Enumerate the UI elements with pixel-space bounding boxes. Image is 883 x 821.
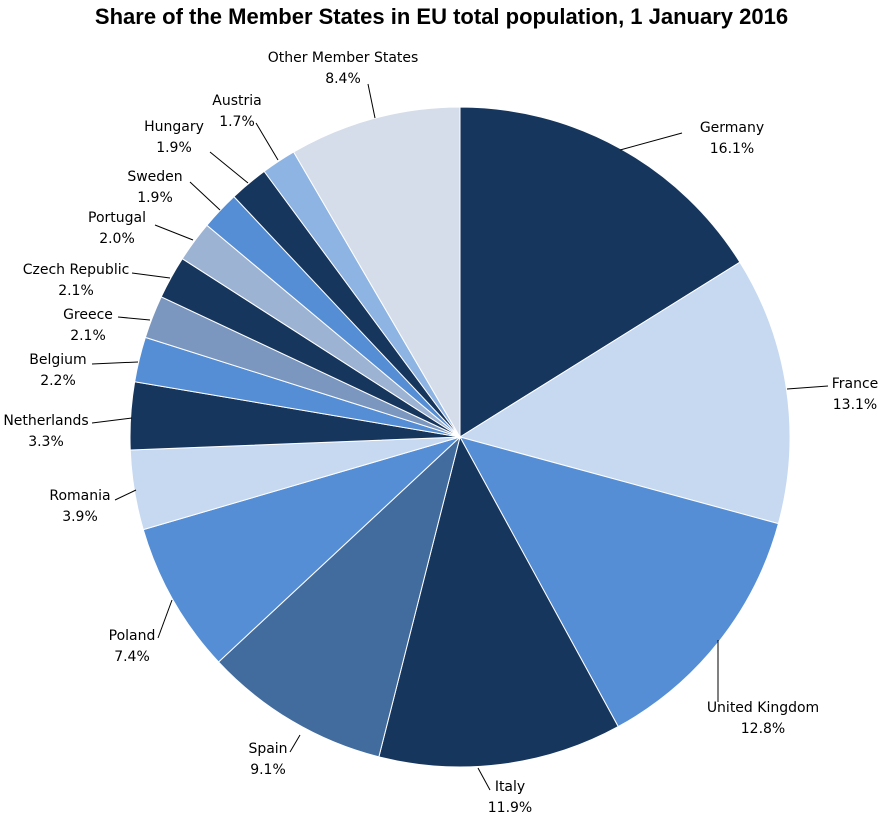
pie-slice-spain bbox=[217, 435, 461, 758]
slice-value-label: 2.1% bbox=[70, 328, 106, 344]
pie-slice-united-kingdom bbox=[458, 436, 780, 728]
chart-title: Share of the Member States in EU total p… bbox=[94, 4, 789, 29]
slice-label: Netherlands bbox=[3, 413, 88, 429]
leader-line bbox=[255, 122, 279, 161]
slice-value-label: 1.7% bbox=[219, 114, 255, 130]
slice-label: Poland bbox=[109, 628, 156, 644]
slice-label: Austria bbox=[212, 93, 261, 109]
leader-line bbox=[91, 361, 139, 365]
pie-slice-france bbox=[458, 261, 791, 525]
leader-line bbox=[289, 734, 301, 753]
pie-slice-other-member-states bbox=[292, 106, 461, 439]
slice-label: France bbox=[832, 376, 879, 392]
slice-value-label: 2.2% bbox=[40, 373, 76, 389]
slice-value-label: 13.1% bbox=[833, 397, 877, 413]
slice-value-label: 11.9% bbox=[488, 800, 532, 816]
slice-label: Other Member States bbox=[268, 50, 419, 66]
slice-label: Italy bbox=[495, 779, 525, 795]
leader-line bbox=[477, 767, 491, 791]
slice-label: Romania bbox=[49, 488, 110, 504]
slice-value-label: 16.1% bbox=[710, 141, 754, 157]
slice-label: Portugal bbox=[88, 210, 146, 226]
leader-line bbox=[619, 132, 683, 151]
leader-line bbox=[367, 83, 376, 119]
slice-value-label: 1.9% bbox=[156, 140, 192, 156]
slice-value-label: 3.3% bbox=[28, 434, 64, 450]
slice-value-label: 9.1% bbox=[250, 762, 286, 778]
slice-label: Spain bbox=[248, 741, 287, 757]
leader-line bbox=[114, 489, 137, 501]
pie-slice-germany bbox=[459, 106, 741, 438]
slice-value-label: 2.1% bbox=[58, 283, 94, 299]
slice-label: Belgium bbox=[29, 352, 86, 368]
leader-line bbox=[209, 151, 249, 184]
slice-value-label: 3.9% bbox=[62, 509, 98, 525]
leader-line bbox=[91, 417, 133, 424]
slice-value-label: 12.8% bbox=[741, 721, 785, 737]
leader-line bbox=[189, 181, 221, 211]
slice-label: Sweden bbox=[127, 169, 182, 185]
slice-value-label: 1.9% bbox=[137, 190, 173, 206]
leader-line bbox=[117, 316, 151, 321]
slice-label: Germany bbox=[700, 120, 764, 136]
leader-line bbox=[131, 272, 171, 279]
slice-value-label: 2.0% bbox=[99, 231, 135, 247]
slice-label: United Kingdom bbox=[707, 700, 819, 716]
slice-label: Hungary bbox=[144, 119, 204, 135]
leader-line bbox=[786, 385, 829, 390]
pie-slice-italy bbox=[378, 435, 619, 768]
slice-label: Czech Republic bbox=[23, 262, 130, 278]
slice-value-label: 8.4% bbox=[325, 71, 361, 87]
leader-line bbox=[157, 599, 173, 639]
leader-line bbox=[154, 224, 194, 241]
slice-value-label: 7.4% bbox=[114, 649, 150, 665]
pie-slice-poland bbox=[142, 436, 461, 663]
slice-label: Greece bbox=[63, 307, 113, 323]
